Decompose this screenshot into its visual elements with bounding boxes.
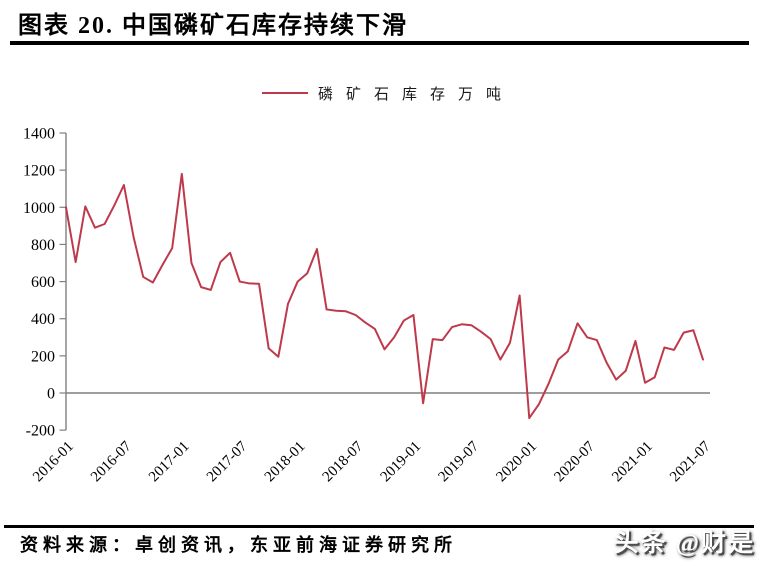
y-tick-label: 1000: [23, 200, 55, 217]
y-tick-label: 400: [31, 311, 55, 328]
x-tick-label: 2017-01: [146, 439, 193, 486]
y-tick-label: 1400: [23, 126, 55, 143]
x-tick-label: 2019-07: [436, 438, 483, 485]
footer-rule: [4, 525, 754, 528]
x-tick-label: 2020-07: [551, 438, 598, 485]
source-text: 资料来源：卓创资讯，东亚前海证券研究所: [20, 535, 457, 555]
y-tick-label: 1200: [23, 163, 55, 180]
y-tick-label: 0: [47, 386, 55, 403]
legend-line-swatch: [261, 92, 308, 94]
page-title: 图表 20. 中国磷矿石库存持续下滑: [18, 13, 408, 39]
watermark-text: 头条 @财是: [613, 530, 755, 557]
x-tick-label: 2021-07: [667, 438, 714, 485]
title-underline-rule: [10, 41, 749, 45]
x-tick-label: 2016-01: [30, 439, 77, 486]
y-tick-label: 800: [31, 237, 55, 254]
x-tick-label: 2018-07: [320, 438, 367, 485]
legend-label: 磷矿石库存万吨: [317, 86, 514, 103]
x-tick-label: 2021-01: [609, 439, 656, 486]
x-tick-label: 2018-01: [262, 439, 309, 486]
chart-legend: 磷矿石库存万吨: [66, 84, 710, 103]
x-tick-label: 2016-07: [88, 438, 135, 485]
y-tick-label: 600: [31, 274, 55, 291]
y-tick-label: 200: [31, 348, 55, 365]
y-tick-label: -200: [26, 423, 55, 440]
x-tick-label: 2020-01: [493, 439, 540, 486]
x-tick-label: 2019-01: [378, 439, 425, 486]
inventory-series-line: [65, 172, 704, 420]
x-tick-label: 2017-07: [204, 438, 251, 485]
